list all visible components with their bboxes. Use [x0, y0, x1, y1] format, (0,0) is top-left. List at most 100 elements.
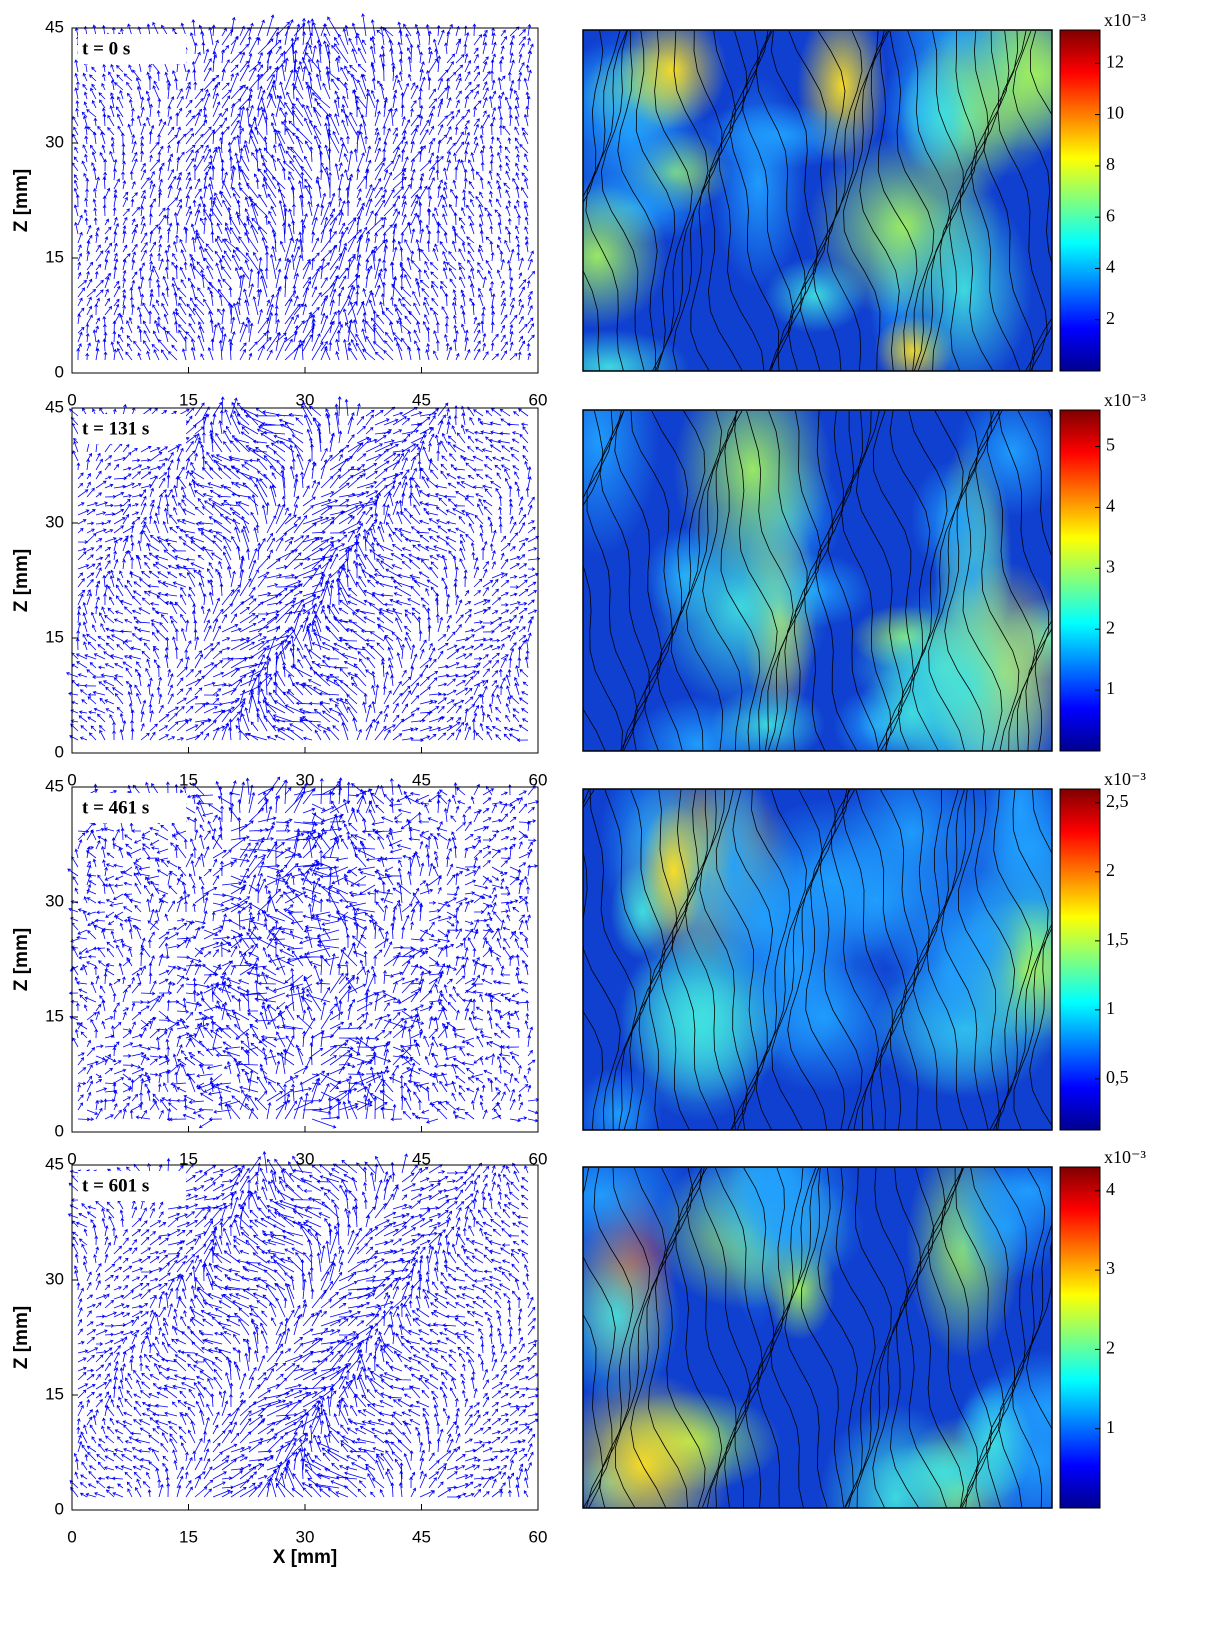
streamline — [734, 410, 778, 751]
y-tick-label: 0 — [55, 362, 64, 381]
streamline — [962, 410, 1003, 751]
y-tick-label: 30 — [45, 1269, 64, 1288]
streamline — [617, 30, 658, 371]
heatmap-frame — [582, 29, 1053, 372]
colorbar-tick-label: 1,5 — [1106, 929, 1129, 949]
streamline — [928, 410, 979, 751]
streamline — [756, 1167, 804, 1508]
streamline — [959, 30, 1000, 371]
streamline — [742, 30, 794, 371]
streamline — [843, 30, 890, 371]
streamline — [672, 30, 723, 371]
streamline — [702, 410, 743, 751]
streamline — [1034, 410, 1052, 751]
streamline — [730, 789, 774, 1130]
streamline — [958, 789, 1000, 1130]
streamline — [927, 1167, 979, 1508]
heatmap-frame — [582, 1166, 1053, 1509]
streamline — [819, 789, 863, 1130]
blob — [583, 1371, 734, 1508]
streamline — [770, 1167, 817, 1508]
x-tick-label: 45 — [412, 1149, 431, 1168]
heatmap-field — [583, 30, 1052, 371]
streamline — [912, 789, 959, 1130]
annotation: t = 131 s — [82, 418, 149, 439]
streamline — [877, 30, 918, 371]
heatmap-field — [583, 410, 1052, 751]
streamline — [842, 789, 893, 1130]
streamline — [604, 789, 652, 1130]
heatmap-field — [583, 1167, 1052, 1508]
streamline — [989, 789, 1033, 1130]
x-tick-label: 15 — [179, 1149, 198, 1168]
annotation-bg — [78, 793, 186, 823]
streamline — [787, 789, 836, 1130]
streamline — [872, 410, 914, 751]
streamline — [983, 30, 1036, 371]
streamline — [651, 30, 693, 371]
streamline — [718, 30, 765, 371]
blob — [583, 183, 668, 329]
streamline — [648, 789, 689, 1130]
heatmap-field — [583, 789, 1052, 1130]
x-tick-label: 0 — [67, 390, 76, 409]
streamline — [997, 30, 1048, 371]
streamline — [635, 30, 676, 371]
streamline — [614, 410, 663, 751]
streamline — [800, 30, 846, 371]
colorbar-label: x10⁻³ — [1104, 1147, 1147, 1167]
streamline — [997, 789, 1049, 1130]
y-tick-label: 0 — [55, 1499, 64, 1518]
colorbar-tick-label: 5 — [1106, 435, 1115, 455]
x-tick-label: 30 — [296, 1527, 315, 1546]
streamline — [897, 410, 948, 751]
colorbar — [1059, 788, 1101, 1131]
streamline — [1029, 923, 1052, 1130]
blob — [873, 575, 1052, 751]
streamline — [912, 410, 964, 751]
x-tick-label: 45 — [412, 390, 431, 409]
streamline — [1029, 30, 1052, 371]
colorbar-tick-label: 1 — [1106, 678, 1115, 698]
streamline — [974, 789, 1016, 1130]
streamline — [917, 30, 964, 371]
blob — [583, 329, 690, 371]
vector-field — [65, 396, 541, 743]
y-tick-label: 0 — [55, 742, 64, 761]
streamline — [1017, 410, 1052, 751]
streamline — [583, 30, 604, 371]
streamline — [614, 1167, 667, 1508]
annotation-bg — [78, 34, 186, 64]
x-tick-label: 0 — [67, 1149, 76, 1168]
streamline — [885, 410, 931, 751]
y-tick-label: 30 — [45, 132, 64, 151]
colorbar-tick-label: 12 — [1106, 51, 1124, 71]
streamline — [699, 1167, 751, 1508]
x-tick-label: 0 — [67, 1527, 76, 1546]
streamline — [586, 410, 638, 751]
streamline — [889, 1167, 935, 1508]
colorbar-label: x10⁻³ — [1104, 10, 1147, 30]
heatmap-frame — [582, 788, 1053, 1131]
streamline — [583, 410, 623, 751]
streamline — [720, 410, 761, 751]
blob — [639, 802, 708, 939]
streamline — [770, 30, 818, 371]
blob — [673, 410, 832, 581]
y-tick-label: 0 — [55, 1121, 64, 1140]
streamline — [944, 410, 992, 751]
colorbar-tick-label: 3 — [1106, 556, 1115, 576]
streamline — [583, 789, 603, 1130]
streamline — [686, 410, 738, 751]
streamline — [998, 1167, 1046, 1508]
blob — [942, 1169, 1052, 1283]
x-tick-label: 60 — [529, 390, 548, 409]
streamline — [817, 1167, 858, 1508]
streamline — [775, 410, 822, 751]
blob — [884, 855, 1023, 1095]
x-axis-label: X [mm] — [273, 1547, 337, 1568]
streamline — [623, 789, 666, 1130]
streamline — [671, 789, 719, 1130]
colorbar-tick-label: 4 — [1106, 496, 1115, 516]
